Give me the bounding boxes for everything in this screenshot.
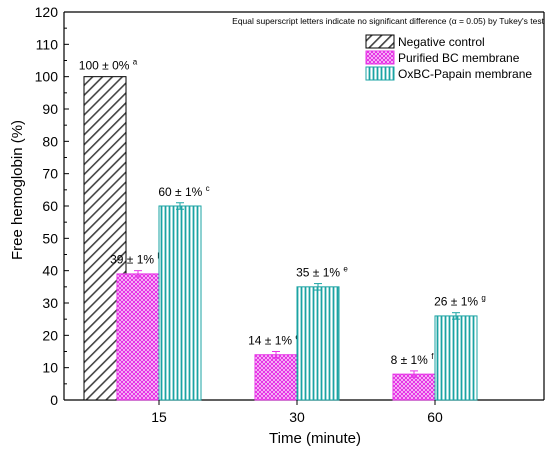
x-tick-label: 15 — [151, 409, 167, 425]
y-tick-label: 0 — [50, 392, 58, 408]
y-tick-label: 100 — [35, 69, 59, 85]
legend-label-negative-control: Negative control — [398, 35, 485, 49]
legend: Negative control Purified BC membrane Ox… — [365, 34, 532, 81]
y-tick-label: 120 — [35, 4, 59, 20]
plot-area: 0 10 20 30 40 50 60 70 80 90 100 110 120 100 ± 0% a 39… — [35, 4, 545, 425]
data-label-purified-bc-60: 8 ± 1% f — [391, 352, 435, 367]
significance-note: Equal superscript letters indicate no si… — [232, 16, 544, 26]
y-tick-label: 110 — [36, 36, 59, 52]
data-label-purified-bc-30: 14 ± 1% d — [248, 333, 300, 348]
y-tick-label: 30 — [42, 295, 58, 311]
y-tick-label: 80 — [42, 133, 58, 149]
data-label-oxbc-papain-60: 26 ± 1% g — [434, 294, 486, 309]
x-tick-label: 60 — [427, 409, 443, 425]
legend-label-purified-bc: Purified BC membrane — [398, 51, 520, 65]
y-tick-label: 60 — [42, 198, 58, 214]
y-tick-label: 70 — [42, 166, 58, 182]
bar-oxbc-papain-15 — [158, 205, 202, 401]
y-tick-label: 90 — [42, 101, 58, 117]
y-tick-label: 10 — [42, 360, 58, 376]
y-tick-label: 50 — [42, 230, 58, 246]
legend-label-oxbc-papain: OxBC-Papain membrane — [398, 67, 532, 81]
data-label-negative-control: 100 ± 0% a — [79, 58, 138, 73]
data-label-oxbc-papain-15: 60 ± 1% c — [158, 184, 209, 199]
x-tick-label: 30 — [289, 409, 305, 425]
y-tick-label: 40 — [42, 263, 58, 279]
legend-swatch-negative-control — [365, 34, 395, 49]
bar-purified-bc-60 — [392, 373, 436, 401]
y-axis-title: Free hemoglobin (%) — [9, 120, 26, 260]
x-axis-title: Time (minute) — [269, 430, 361, 447]
legend-swatch-oxbc-papain — [365, 66, 395, 81]
bar-purified-bc-30 — [254, 354, 298, 401]
bar-oxbc-papain-60 — [434, 315, 478, 401]
bar-purified-bc-15 — [116, 273, 160, 401]
data-label-oxbc-papain-30: 35 ± 1% e — [296, 265, 348, 280]
y-tick-label: 20 — [42, 327, 58, 343]
bar-oxbc-papain-30 — [296, 286, 340, 401]
data-label-purified-bc-15: 39 ± 1% b — [110, 252, 162, 267]
legend-swatch-purified-bc — [365, 50, 395, 65]
